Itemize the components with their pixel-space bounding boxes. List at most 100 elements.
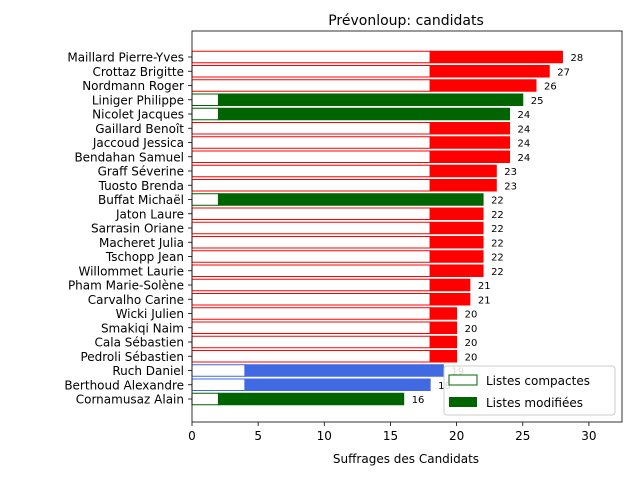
value-label: 23 <box>504 181 517 192</box>
bar-compactes <box>191 79 431 92</box>
bars-layer <box>191 50 563 406</box>
y-tick-label: Tuosto Brenda <box>98 179 184 193</box>
legend-label-modifiees: Listes modifiées <box>486 396 583 410</box>
bar-modifiees <box>429 350 458 363</box>
y-tick-label: Smakiqi Naim <box>101 321 184 335</box>
bar-modifiees <box>244 378 431 391</box>
x-tick-label: 30 <box>581 429 596 443</box>
y-tick-label: Cornamusaz Alain <box>76 393 184 407</box>
x-tick-label: 10 <box>317 429 332 443</box>
chart-title: Prévonloup: candidats <box>328 13 484 29</box>
y-tick-label: Gaillard Benoît <box>95 122 184 136</box>
bar-compactes <box>191 350 431 363</box>
y-tick-label: Cala Sébastien <box>95 336 184 350</box>
bar-compactes <box>191 193 219 206</box>
bar-modifiees <box>429 164 497 178</box>
bar-compactes <box>191 122 431 135</box>
y-tick-label: Nordmann Roger <box>82 79 184 93</box>
value-label: 16 <box>412 395 425 406</box>
y-tick-label: Crottaz Brigitte <box>92 65 184 79</box>
bar-modifiees <box>429 250 484 263</box>
bar-modifiees <box>429 50 563 64</box>
y-tick-label: Wicki Julien <box>116 307 184 321</box>
x-tick-label: 20 <box>449 429 464 443</box>
y-tick-label: Buffat Michaël <box>98 193 184 207</box>
value-label: 22 <box>491 224 504 235</box>
x-tick-label: 5 <box>254 429 262 443</box>
bar-modifiees <box>429 136 511 149</box>
bar-modifiees <box>217 93 524 106</box>
legend-swatch-modifiees <box>449 397 477 407</box>
value-label: 20 <box>465 310 478 321</box>
value-label: 22 <box>491 196 504 207</box>
bar-compactes <box>191 321 431 334</box>
bar-modifiees <box>429 321 458 334</box>
y-tick-label: Pham Marie-Solène <box>68 279 184 293</box>
bar-modifiees <box>429 150 511 163</box>
y-tick-label: Jaccoud Jessica <box>92 136 184 150</box>
bar-modifiees <box>429 278 471 292</box>
plot-frame <box>191 30 623 423</box>
legend: Listes compactes Listes modifiées <box>443 365 616 416</box>
y-tick-label: Bendahan Samuel <box>74 150 184 164</box>
x-tick-label: 25 <box>515 429 530 443</box>
bar-modifiees <box>429 65 550 78</box>
bar-modifiees <box>217 193 484 206</box>
x-axis-label: Suffrages des Candidats <box>333 452 479 466</box>
value-label: 24 <box>518 153 531 164</box>
bar-modifiees <box>429 207 484 220</box>
bar-compactes <box>191 335 431 349</box>
value-label: 22 <box>491 238 504 249</box>
bar-modifiees <box>429 221 484 235</box>
bar-compactes <box>191 392 219 406</box>
x-axis: 0 5 10 15 20 25 30 <box>188 422 597 443</box>
bar-compactes <box>191 307 431 320</box>
x-tick-label: 15 <box>383 429 398 443</box>
bar-compactes <box>191 236 431 249</box>
bar-compactes <box>191 93 219 106</box>
y-tick-label: Ruch Daniel <box>112 364 184 378</box>
bar-compactes <box>191 221 431 235</box>
value-label: 22 <box>491 253 504 264</box>
y-tick-label: Maillard Pierre-Yves <box>67 51 184 65</box>
bar-modifiees <box>429 236 484 249</box>
bar-modifiees <box>429 264 484 277</box>
bar-compactes <box>191 179 431 192</box>
bar-compactes <box>191 164 431 178</box>
bar-compactes <box>191 378 246 391</box>
legend-box <box>443 365 616 416</box>
bar-modifiees <box>217 392 405 406</box>
value-label: 21 <box>478 281 491 292</box>
y-tick-label: Berthoud Alexandre <box>64 378 184 392</box>
y-tick-label: Willommet Laurie <box>78 264 184 278</box>
value-label: 20 <box>465 338 478 349</box>
value-label: 27 <box>557 67 570 78</box>
value-label: 24 <box>518 124 531 135</box>
bar-modifiees <box>429 307 458 320</box>
value-label: 22 <box>491 267 504 278</box>
bar-compactes <box>191 264 431 277</box>
bar-modifiees <box>429 293 471 306</box>
bar-compactes <box>191 293 431 306</box>
legend-label-compactes: Listes compactes <box>486 374 590 388</box>
y-tick-label: Liniger Philippe <box>92 93 184 107</box>
bar-compactes <box>191 364 246 377</box>
bar-compactes <box>191 50 431 64</box>
bar-modifiees <box>217 107 511 121</box>
y-tick-label: Nicolet Jacques <box>92 108 184 122</box>
bar-compactes <box>191 207 431 220</box>
value-label: 20 <box>465 324 478 335</box>
bar-modifiees <box>429 335 458 349</box>
value-label: 24 <box>518 110 531 121</box>
value-label: 26 <box>544 82 557 93</box>
bar-modifiees <box>429 179 497 192</box>
bar-compactes <box>191 65 431 78</box>
value-label: 23 <box>504 167 517 178</box>
x-tick-label: 0 <box>188 429 196 443</box>
value-label: 20 <box>465 352 478 363</box>
y-tick-label: Sarrasin Oriane <box>91 222 184 236</box>
bar-compactes <box>191 150 431 163</box>
y-tick-label: Carvalho Carine <box>88 293 184 307</box>
